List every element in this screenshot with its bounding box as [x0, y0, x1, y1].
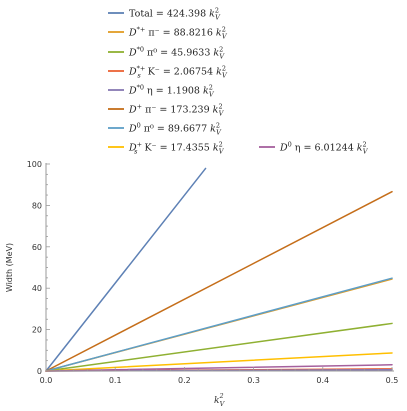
series-line-ds-plus-k-minus [45, 352, 393, 372]
x-tick-label: 0.3 [247, 376, 260, 385]
legend-label-d0-eta: D0 η = 6.01244 k2 V [279, 141, 369, 156]
series-line-total [45, 167, 207, 372]
series-line-dstar0-pi0 [45, 322, 393, 372]
y-tick-label: 100 [27, 160, 42, 169]
legend-label-dplus-pi-minus: D+ π⁻ = 173.239 k2 V [128, 103, 225, 118]
y-tick-label: 60 [32, 243, 42, 252]
series-line-d0-eta [45, 364, 393, 372]
y-tick-label: 0 [37, 367, 42, 376]
y-tick-label: 20 [32, 326, 42, 335]
legend-label-total: Total = 424.398 k2 V [129, 7, 221, 22]
x-tick-label: 0.1 [109, 376, 122, 385]
axes: 0.0 0.1 0.2 0.3 0.4 0.5 0 20 40 60 80 100 Width (MeV… [5, 160, 398, 408]
x-tick-label: 0.5 [386, 376, 399, 385]
x-axis-label: k2 V [214, 392, 226, 408]
series-line-d0-pi0 [45, 277, 393, 372]
legend-label-dstar0-pi0: D*0 π⁰ = 45.9633 k2 V [128, 46, 225, 61]
legend-label-d0-pi0: D0 π⁰ = 89.6677 k2 V [128, 122, 222, 137]
x-tick-label: 0.2 [178, 376, 191, 385]
y-axis-label: Width (MeV) [5, 243, 14, 292]
x-tick-label: 0.0 [40, 376, 53, 385]
y-tick-label: 80 [32, 201, 42, 210]
legend-label-dstar-plus-pi-minus: D*+ π⁻ = 88.8216 k2 V [128, 26, 228, 41]
legend-label-ds-plus-k-minus: D+ s K⁻ = 17.4355 k2 V [128, 141, 225, 156]
x-tick-label: 0.4 [316, 376, 329, 385]
y-tick-label: 40 [32, 284, 42, 293]
series-line-dplus-pi-minus [45, 190, 393, 372]
legend-label-dsstar-plus-k-minus: D*+ s K⁻ = 2.06754 k2 V [128, 65, 228, 80]
legend-label-dstar0-eta: D*0 η = 1.1908 k2 V [128, 84, 215, 99]
plot-lines [45, 167, 393, 372]
legend: Total = 424.398 k2 V D*+ π⁻ = 88.8216 k2 V D… [108, 7, 369, 156]
